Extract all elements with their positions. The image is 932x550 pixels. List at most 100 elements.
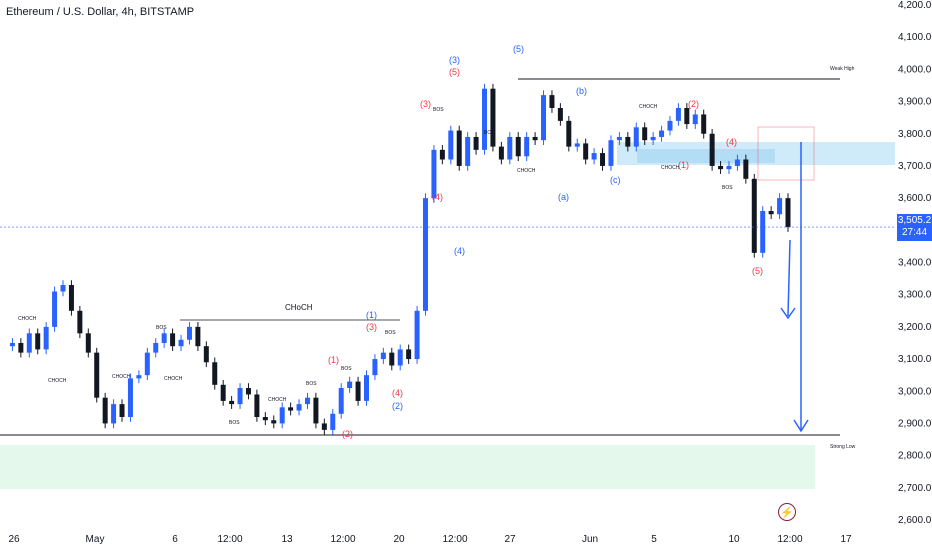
y-tick-label: 3,400.0 <box>898 258 932 269</box>
choch-label: CHoCH <box>285 303 313 312</box>
svg-text:(1): (1) <box>678 160 689 170</box>
candle-body <box>625 136 631 147</box>
candle-body <box>262 417 268 421</box>
candle-body <box>549 95 555 108</box>
svg-text:(b): (b) <box>576 86 587 96</box>
strong-low-label: Strong Low <box>830 444 856 450</box>
candle-body <box>229 400 235 405</box>
candle-body <box>760 211 766 253</box>
candle-body <box>431 149 437 199</box>
svg-text:(c): (c) <box>610 175 621 185</box>
candle-body <box>743 159 749 179</box>
flash-icon[interactable]: ⚡ <box>778 503 796 521</box>
wave-labels-red: (1) (2) (3) (4) (3) (4) (5) (1) (2) (4) … <box>328 67 763 439</box>
y-tick-label: 2,800.0 <box>898 451 932 462</box>
y-tick-label: 3,300.0 <box>898 290 932 301</box>
candle-body <box>718 165 724 170</box>
candle-body <box>591 153 597 160</box>
candle-body <box>85 333 91 353</box>
candle-body <box>127 378 133 417</box>
y-tick-label: 2,600.0 <box>898 515 932 526</box>
svg-text:(2): (2) <box>342 429 353 439</box>
x-tick-label: 13 <box>281 534 293 545</box>
candle-body <box>347 381 353 389</box>
x-axis: 26 May 6 12:00 13 12:00 20 12:00 27 Jun 5 10 12:00 17 <box>8 534 852 545</box>
svg-text:BOS: BOS <box>385 330 396 336</box>
candle-body <box>136 375 142 379</box>
svg-text:(1): (1) <box>328 355 339 365</box>
candle-body <box>768 211 774 215</box>
candle-body <box>245 388 251 395</box>
candle-body <box>574 143 580 147</box>
candle-body <box>541 95 547 141</box>
y-tick-label: 4,200.0 <box>898 0 932 11</box>
supply-zone-inner <box>637 149 775 163</box>
candle-body <box>60 285 66 292</box>
y-tick-label: 3,800.0 <box>898 129 932 140</box>
y-tick-label: 2,900.0 <box>898 418 932 429</box>
svg-text:CHOCH: CHOCH <box>112 374 131 380</box>
chart-title: Ethereum / U.S. Dollar, 4h, BITSTAMP <box>6 6 195 18</box>
candle-body <box>414 310 420 360</box>
x-tick-label: 12:00 <box>330 534 355 545</box>
candle-body <box>313 397 319 424</box>
candle-body <box>667 120 673 131</box>
candle-body <box>178 339 184 347</box>
x-tick-label: 5 <box>651 534 657 545</box>
candle-body <box>600 153 606 166</box>
x-tick-label: 17 <box>840 534 852 545</box>
candle-body <box>26 333 32 353</box>
forecast-arrowhead-1 <box>780 307 796 320</box>
candle-body <box>170 333 176 347</box>
svg-text:BOS: BOS <box>484 130 495 136</box>
y-tick-label: 2,700.0 <box>898 483 932 494</box>
structure-labels: CHOCH CHOCH BOS CHOCH CHOCH BOS CHOCH BO… <box>18 104 733 426</box>
candle-body <box>751 178 757 253</box>
y-tick-label: 3,900.0 <box>898 97 932 108</box>
candle-body <box>583 143 589 160</box>
candle-body <box>288 407 294 411</box>
y-tick-label: 4,000.0 <box>898 64 932 75</box>
svg-text:(4): (4) <box>454 246 465 256</box>
candle-body <box>254 394 260 417</box>
candle-body <box>304 397 310 405</box>
x-tick-label: 12:00 <box>442 534 467 545</box>
svg-text:(5): (5) <box>513 44 524 54</box>
svg-text:(3): (3) <box>420 99 431 109</box>
candle-body <box>701 114 707 134</box>
svg-text:CHOCH: CHOCH <box>268 397 287 403</box>
x-tick-label: Jun <box>582 534 598 545</box>
demand-zone <box>0 445 815 489</box>
candle-body <box>271 420 277 424</box>
svg-text:(5): (5) <box>752 266 763 276</box>
candle-body <box>498 146 504 160</box>
candle-body <box>557 108 563 121</box>
candle-body <box>372 359 378 376</box>
target-box <box>757 126 815 181</box>
candle-body <box>279 407 285 424</box>
candle-body <box>321 423 327 430</box>
candle-body <box>608 140 614 166</box>
x-tick-label: 12:00 <box>217 534 242 545</box>
candle-body <box>456 130 462 166</box>
svg-text:CHOCH: CHOCH <box>18 316 37 322</box>
candle-body <box>515 136 521 157</box>
svg-text:CHOCH: CHOCH <box>164 376 183 382</box>
candle-body <box>153 342 159 353</box>
candle-body <box>684 108 690 125</box>
candle-body <box>633 127 639 147</box>
current-price-value: 3,505.2 <box>897 215 932 227</box>
candle-body <box>726 165 732 170</box>
candle-body <box>212 362 218 385</box>
candle-body <box>439 149 445 160</box>
candle-body <box>650 136 656 141</box>
candle-body <box>296 404 302 411</box>
candle-body <box>406 349 412 360</box>
candle-body <box>195 326 201 347</box>
x-tick-label: 20 <box>393 534 405 545</box>
candle-body <box>330 413 336 430</box>
candle-body <box>18 342 24 353</box>
candle-body <box>119 404 125 417</box>
forecast-arrow-1 <box>787 239 791 317</box>
